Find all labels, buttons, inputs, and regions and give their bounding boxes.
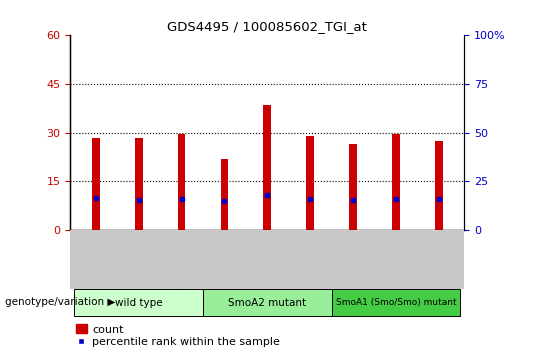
Text: SmoA1 (Smo/Smo) mutant: SmoA1 (Smo/Smo) mutant <box>335 298 456 307</box>
Bar <box>264 105 271 230</box>
Bar <box>349 144 357 230</box>
Bar <box>435 141 443 230</box>
Legend: count, percentile rank within the sample: count, percentile rank within the sample <box>76 324 280 347</box>
FancyBboxPatch shape <box>332 289 460 316</box>
Bar <box>92 138 100 230</box>
Text: SmoA2 mutant: SmoA2 mutant <box>228 298 306 308</box>
Text: genotype/variation ▶: genotype/variation ▶ <box>5 297 116 307</box>
Bar <box>135 138 143 230</box>
Bar <box>306 136 314 230</box>
FancyBboxPatch shape <box>203 289 332 316</box>
Bar <box>221 159 228 230</box>
Bar <box>392 135 400 230</box>
Text: wild type: wild type <box>115 298 163 308</box>
FancyBboxPatch shape <box>75 289 203 316</box>
Title: GDS4495 / 100085602_TGI_at: GDS4495 / 100085602_TGI_at <box>167 20 367 33</box>
Bar <box>178 135 185 230</box>
